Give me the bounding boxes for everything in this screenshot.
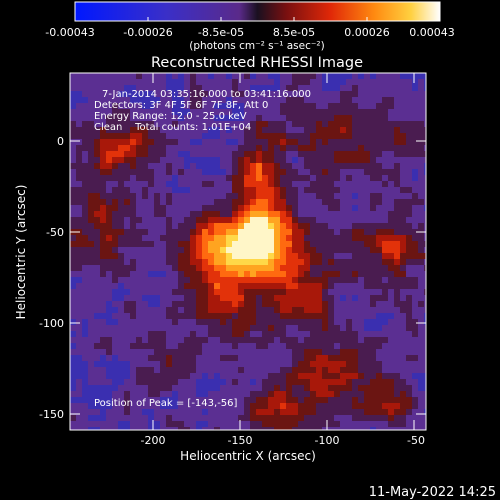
detectors-text: Detectors: 3F 4F 5F 6F 7F 8F, Att 0 bbox=[94, 100, 268, 111]
colorbar-tick-label: -8.5e-05 bbox=[198, 26, 244, 39]
plot-title: Reconstructed RHESSI Image bbox=[151, 55, 363, 71]
x-axis-label: Heliocentric X (arcsec) bbox=[180, 449, 316, 463]
peak-position-text: Position of Peak = [-143,-56] bbox=[94, 398, 238, 409]
y-axis-label: Heliocentric Y (arcsec) bbox=[14, 185, 28, 320]
colorbar-tick-label: -0.00043 bbox=[45, 26, 94, 39]
x-tick-label: -100 bbox=[315, 434, 340, 447]
y-tick-label: -150 bbox=[39, 408, 64, 421]
y-tick-label: -50 bbox=[46, 226, 64, 239]
colorbar-tick-label: -0.00026 bbox=[123, 26, 172, 39]
colorbar-tick-label: 8.5e-05 bbox=[273, 26, 315, 39]
plot-frame bbox=[69, 72, 427, 431]
y-tick-label: -100 bbox=[39, 317, 64, 330]
colorbar-tick-label: 0.00043 bbox=[409, 26, 455, 39]
rhessi-image bbox=[70, 73, 426, 430]
colorbar-ticks bbox=[74, 17, 441, 21]
axis-ticks bbox=[70, 73, 426, 430]
colorbar-unit-label: (photons cm⁻² s⁻¹ asec⁻²) bbox=[189, 40, 324, 52]
colorbar-tick-label: 0.00026 bbox=[344, 26, 390, 39]
energy-range-text: Energy Range: 12.0 - 25.0 keV bbox=[94, 111, 247, 122]
x-tick-label: -50 bbox=[407, 434, 425, 447]
footer-timestamp: 11-May-2022 14:25 bbox=[369, 485, 496, 500]
x-tick-label: -200 bbox=[141, 434, 166, 447]
colorbar bbox=[74, 1, 441, 22]
y-tick-label: 0 bbox=[57, 135, 64, 148]
clean-counts-text: Clean Total counts: 1.01E+04 bbox=[94, 122, 251, 133]
time-range-text: 7-Jan-2014 03:35:16.000 to 03:41:16.000 bbox=[102, 89, 311, 100]
x-tick-label: -150 bbox=[228, 434, 253, 447]
